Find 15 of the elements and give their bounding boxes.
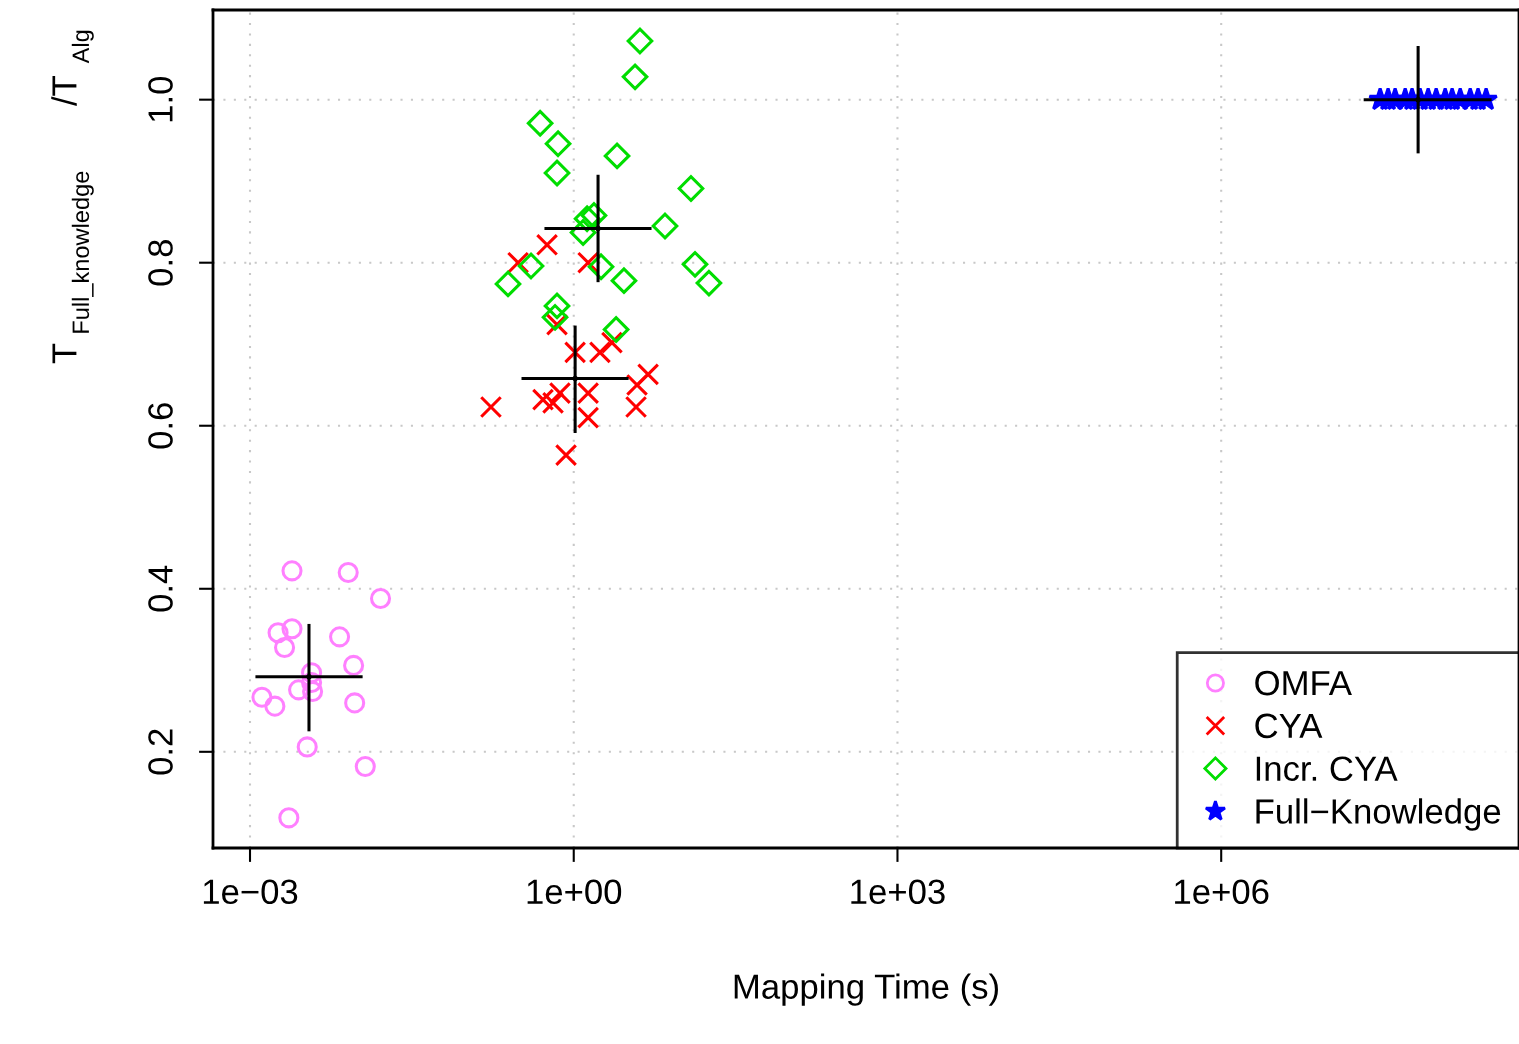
y-tick-label: 1.0 [148, 76, 173, 122]
y-tick-label: 0.8 [148, 240, 173, 286]
y-tick-label: 0.4 [148, 565, 173, 612]
x-tick-label: 1e+00 [527, 879, 622, 905]
x-tick-label: 1e+03 [851, 879, 945, 905]
x-tick-label: 1e−03 [203, 879, 298, 905]
legend-label: Incr. CYA [1256, 756, 1398, 781]
x-tick-label: 1e+06 [1175, 879, 1269, 905]
x-axis-title: Mapping Time (s) [734, 973, 998, 1006]
legend-label: CYA [1255, 713, 1323, 739]
y-tick-label: 0.6 [148, 403, 173, 449]
legend-label: Full−Knowledge [1256, 798, 1501, 831]
y-tick-label: 0.2 [148, 729, 173, 775]
legend-label: OMFA [1255, 670, 1352, 696]
text: TFull_knowledge/TAlg [51, 30, 94, 364]
